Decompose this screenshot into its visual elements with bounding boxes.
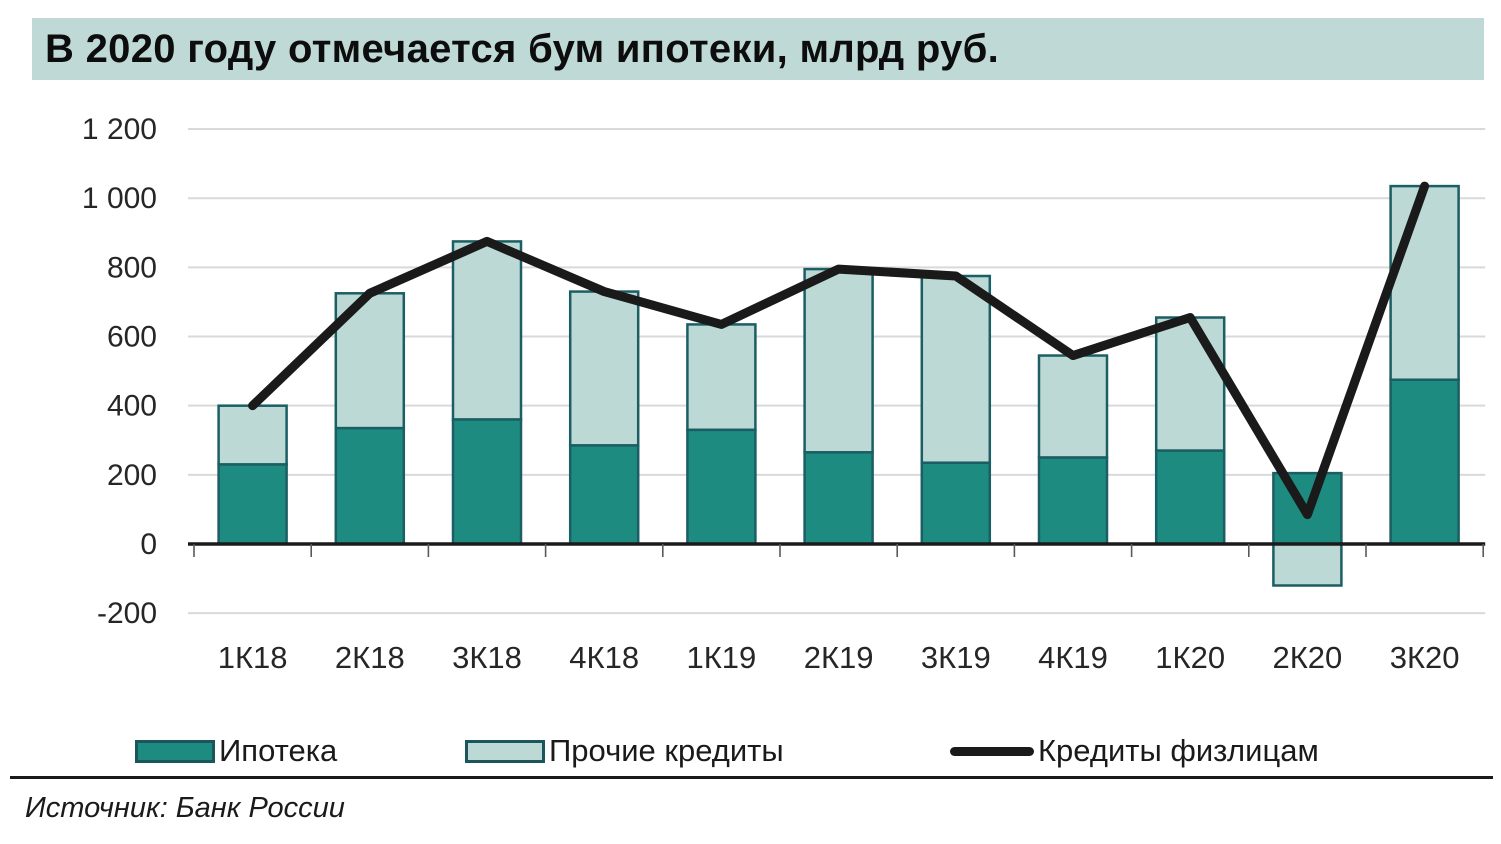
bar-segment-mortgage bbox=[217, 463, 288, 546]
x-axis-label: 3К19 bbox=[921, 640, 991, 675]
bar-segment-other-credits bbox=[920, 274, 992, 464]
chart-canvas: -200 0 200 400 600 800 1 000 1 200 1К18 2К18 3К18 4… bbox=[82, 113, 1486, 675]
legend-label-mortgage: Ипотека bbox=[219, 733, 338, 768]
title-banner: В 2020 году отмечается бум ипотеки, млрд… bbox=[32, 18, 1484, 80]
x-axis-label: 1К19 bbox=[687, 640, 757, 675]
bar-segment-other-credits bbox=[1154, 316, 1226, 452]
bar-segment-other-credits bbox=[217, 404, 288, 466]
legend: Ипотека Прочие кредиты Кредиты физлицам bbox=[0, 733, 1501, 772]
legend-item-other-credits: Прочие кредиты bbox=[465, 733, 784, 768]
legend-swatch-mortgage bbox=[135, 739, 215, 763]
bar-segment-mortgage bbox=[803, 451, 874, 546]
x-axis-label: 2К18 bbox=[335, 640, 405, 675]
legend-item-mortgage: Ипотека bbox=[135, 733, 338, 768]
bar-segment-mortgage bbox=[451, 418, 523, 546]
x-axis-label: 3К18 bbox=[452, 640, 522, 675]
bar-segment-other-credits bbox=[1389, 184, 1460, 381]
total-loans-line bbox=[248, 181, 1430, 520]
y-axis-label: 400 bbox=[107, 390, 157, 423]
x-axis-label: 1К18 bbox=[218, 640, 288, 675]
y-axis-label: 200 bbox=[107, 459, 157, 492]
y-axis-label: 1 200 bbox=[82, 113, 157, 146]
y-axis-label: 600 bbox=[107, 321, 157, 354]
chart-title: В 2020 году отмечается бум ипотеки, млрд… bbox=[45, 26, 1000, 71]
legend-swatch-retail-loans-line bbox=[950, 747, 1034, 756]
bar-segment-mortgage bbox=[1037, 456, 1109, 546]
bar-segment-other-credits bbox=[686, 323, 757, 432]
y-axis-label: -200 bbox=[97, 597, 157, 630]
x-axis-label: 2К19 bbox=[804, 640, 874, 675]
legend-item-retail-loans: Кредиты физлицам bbox=[950, 733, 1319, 768]
x-axis-label: 4К18 bbox=[569, 640, 639, 675]
bar-segment-mortgage bbox=[1154, 449, 1226, 546]
bar-segment-mortgage bbox=[920, 461, 992, 546]
bar-segment-other-credits bbox=[1272, 542, 1343, 587]
x-axis-label: 1К20 bbox=[1155, 640, 1225, 675]
x-axis-label: 3К20 bbox=[1390, 640, 1460, 675]
bar-segment-other-credits bbox=[1037, 354, 1109, 459]
bar-segment-mortgage bbox=[334, 426, 406, 546]
y-axis-label: 0 bbox=[140, 528, 157, 561]
y-axis-label: 1 000 bbox=[82, 182, 157, 215]
bar-segment-other-credits bbox=[803, 267, 874, 454]
bar-segment-other-credits bbox=[451, 240, 523, 421]
legend-swatch-other-credits bbox=[465, 739, 545, 763]
y-axis-label: 800 bbox=[107, 251, 157, 284]
bar-segment-mortgage bbox=[1389, 378, 1460, 546]
divider-line bbox=[10, 776, 1493, 779]
x-axis-label: 2К20 bbox=[1273, 640, 1343, 675]
legend-label-retail-loans: Кредиты физлицам bbox=[1038, 733, 1319, 768]
legend-label-other-credits: Прочие кредиты bbox=[549, 733, 784, 768]
source-caption: Источник: Банк России bbox=[25, 792, 345, 824]
x-axis-label: 4К19 bbox=[1038, 640, 1108, 675]
bar-segment-other-credits bbox=[568, 290, 640, 447]
bar-segment-mortgage bbox=[686, 428, 757, 546]
bar-segment-mortgage bbox=[568, 444, 640, 546]
